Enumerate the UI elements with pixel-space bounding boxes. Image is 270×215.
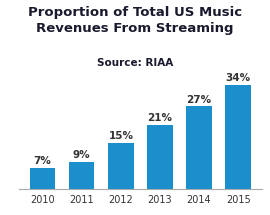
Text: Proportion of Total US Music
Revenues From Streaming: Proportion of Total US Music Revenues Fr… <box>28 6 242 35</box>
Bar <box>186 106 212 189</box>
Text: 15%: 15% <box>108 131 133 141</box>
Bar <box>69 162 94 189</box>
Text: 27%: 27% <box>187 95 212 105</box>
Text: 9%: 9% <box>73 150 90 160</box>
Bar <box>30 168 55 189</box>
Text: 21%: 21% <box>147 113 173 123</box>
Bar <box>147 125 173 189</box>
Bar <box>108 143 134 189</box>
Bar <box>225 85 251 189</box>
Text: 7%: 7% <box>34 156 52 166</box>
Text: 34%: 34% <box>225 73 251 83</box>
Text: Source: RIAA: Source: RIAA <box>97 58 173 68</box>
